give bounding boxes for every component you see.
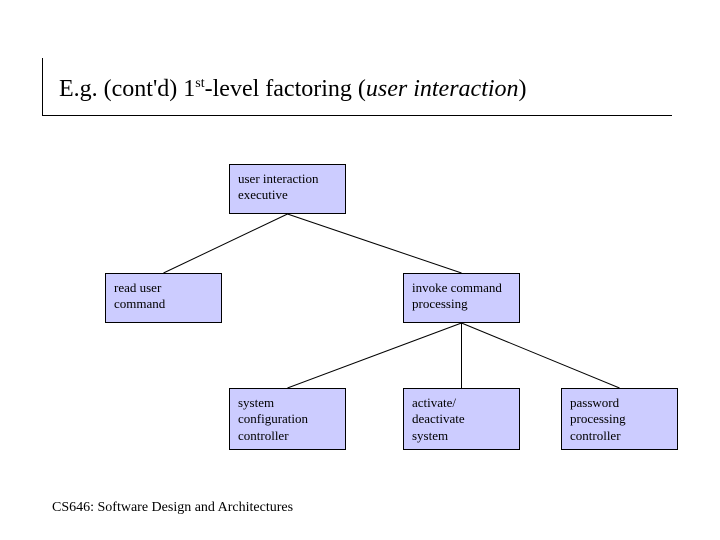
node-read: read usercommand [105, 273, 222, 323]
slide-title: E.g. (cont'd) 1st-level factoring (user … [59, 76, 656, 103]
edge-invoke-pwd [462, 323, 620, 388]
node-invoke: invoke commandprocessing [403, 273, 520, 323]
node-sys: systemconfigurationcontroller [229, 388, 346, 450]
slide-title-box: E.g. (cont'd) 1st-level factoring (user … [42, 58, 672, 116]
node-act: activate/deactivatesystem [403, 388, 520, 450]
edge-invoke-sys [288, 323, 462, 388]
node-root: user interactionexecutive [229, 164, 346, 214]
edge-root-invoke [288, 214, 462, 273]
edge-root-read [164, 214, 288, 273]
node-pwd: passwordprocessingcontroller [561, 388, 678, 450]
slide-footer: CS646: Software Design and Architectures [52, 500, 293, 516]
